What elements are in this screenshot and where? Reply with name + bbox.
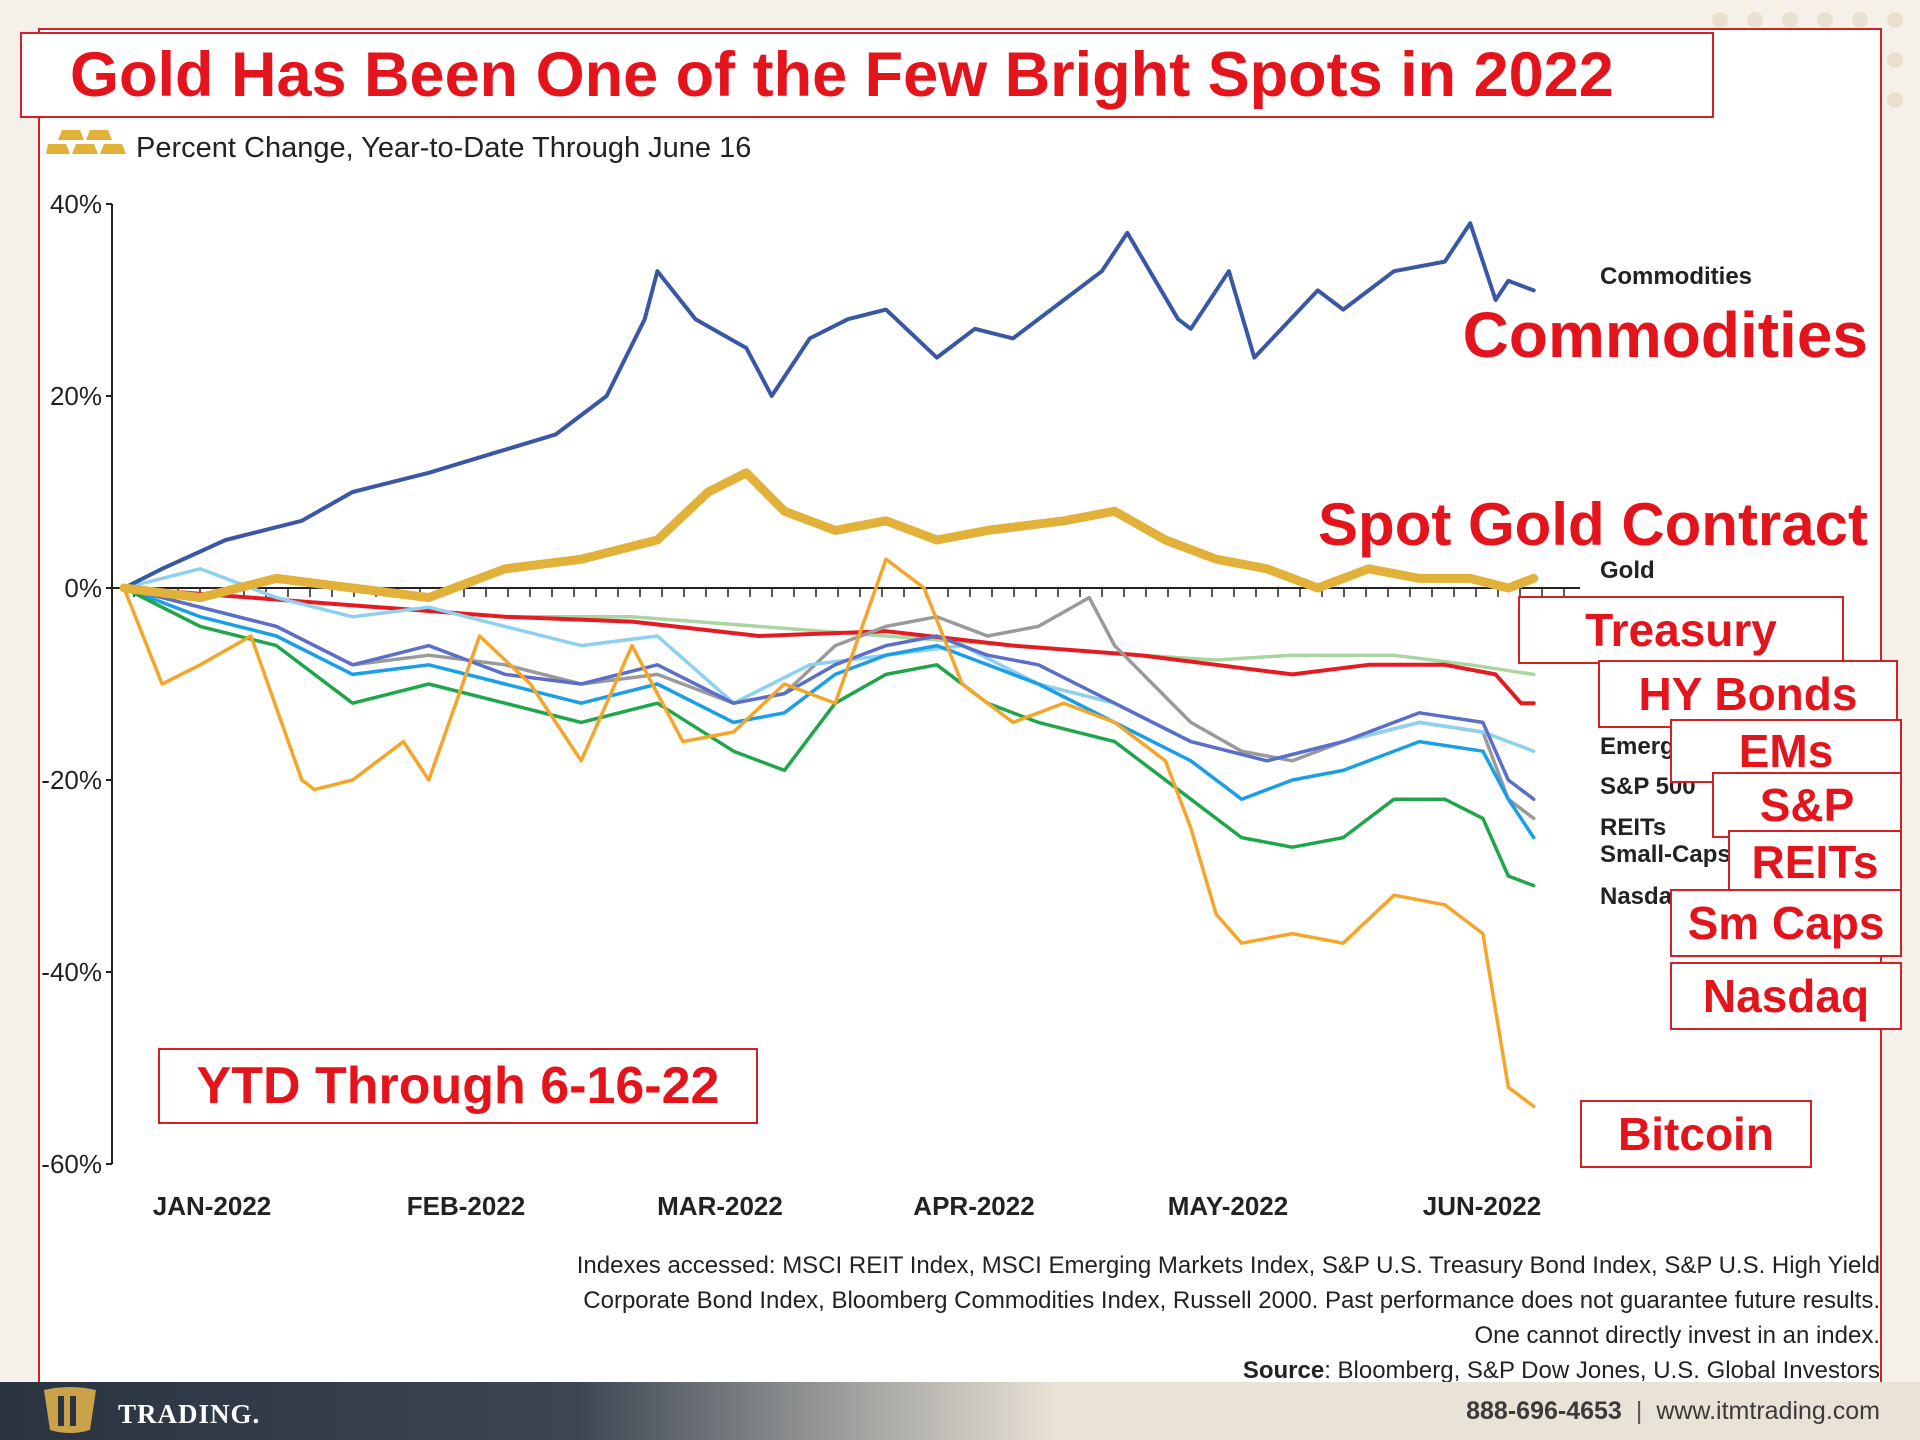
ytd-note-text: YTD Through 6-16-22: [196, 1057, 720, 1115]
series-line-bitcoin: [122, 557, 1536, 1109]
callout-sp-label: S&P: [1759, 779, 1855, 831]
end-label-gold: Gold: [1600, 557, 1655, 584]
end-label-reits: REITs: [1600, 814, 1666, 841]
callout-commodities: Commodities: [1462, 299, 1868, 371]
callout-treasury-label: Treasury: [1585, 604, 1777, 656]
callout-small-caps: Sm Caps: [1670, 889, 1902, 957]
footer-phone[interactable]: 888-696-4653: [1466, 1397, 1622, 1425]
x-tick-label: JUN-2022: [1423, 1191, 1542, 1221]
callout-ems-label: EMs: [1738, 725, 1834, 777]
end-label-nasdaq: Nasda: [1600, 883, 1673, 910]
headline: Gold Has Been One of the Few Bright Spot…: [20, 32, 1714, 118]
x-tick-label: APR-2022: [913, 1191, 1034, 1221]
y-tick-label: 20%: [50, 381, 102, 411]
callout-treasury: Treasury: [1518, 596, 1844, 664]
footer-brand: TRADING.: [118, 1399, 261, 1429]
callout-hy-bonds: HY Bonds: [1598, 660, 1898, 728]
callout-small-caps-label: Sm Caps: [1687, 897, 1885, 949]
footnote-line-2: Corporate Bond Index, Bloomberg Commodit…: [583, 1287, 1880, 1314]
callout-hy-bonds-label: HY Bonds: [1638, 668, 1858, 720]
callout-reits: REITs: [1728, 830, 1902, 894]
y-tick-label: -60%: [41, 1149, 102, 1179]
footer-website[interactable]: www.itmtrading.com: [1656, 1397, 1880, 1425]
footnote-source: Source: Bloomberg, S&P Dow Jones, U.S. G…: [400, 1353, 1880, 1388]
footer-separator: |: [1635, 1397, 1643, 1425]
series-line-sp500: [122, 586, 1536, 801]
source-label: Source: [1242, 1357, 1325, 1384]
ytd-note: YTD Through 6-16-22: [158, 1048, 758, 1124]
callout-bitcoin: Bitcoin: [1580, 1100, 1812, 1168]
footer-bar: [0, 1382, 1920, 1440]
line-chart: 40% 20% 0% -20% -40% -60% JAN-2022 FEB-2022 MAR-…: [41, 189, 1752, 1221]
callout-reits-label: REITs: [1751, 836, 1879, 888]
callout-bitcoin-label: Bitcoin: [1618, 1108, 1774, 1160]
itm-logo-icon: [44, 1387, 96, 1433]
callout-nasdaq-label: Nasdaq: [1702, 970, 1870, 1022]
series-line-reits: [122, 586, 1536, 840]
series-line-small-caps: [122, 586, 1536, 888]
chart-footnotes: Indexes accessed: MSCI REIT Index, MSCI …: [400, 1248, 1880, 1388]
y-tick-label: -20%: [41, 765, 102, 795]
x-tick-label: JAN-2022: [153, 1191, 272, 1221]
headline-text: Gold Has Been One of the Few Bright Spot…: [70, 40, 1614, 110]
series-line-hy-bonds: [122, 586, 1536, 706]
footnote-line-1: Indexes accessed: MSCI REIT Index, MSCI …: [576, 1252, 1880, 1279]
y-tick-label: -40%: [41, 957, 102, 987]
end-label-emerging: Emerg: [1600, 733, 1675, 760]
end-label-small-caps: Small-Caps: [1600, 841, 1731, 868]
source-text: : Bloomberg, S&P Dow Jones, U.S. Global …: [1324, 1357, 1880, 1384]
footnote-line-3: One cannot directly invest in an index.: [1474, 1322, 1880, 1349]
callout-gold: Spot Gold Contract: [1318, 491, 1868, 558]
series-line-gold: [119, 468, 1539, 603]
callout-nasdaq: Nasdaq: [1670, 962, 1902, 1030]
series-line-commodities: [122, 221, 1536, 590]
callout-sp: S&P: [1712, 772, 1902, 838]
footer-contact: 888-696-4653 | www.itmtrading.com: [1466, 1397, 1880, 1426]
end-label-commodities: Commodities: [1600, 263, 1752, 290]
x-tick-label: MAY-2022: [1168, 1191, 1288, 1221]
gold-bars-icon: [46, 130, 126, 154]
x-tick-label: FEB-2022: [407, 1191, 526, 1221]
y-tick-label: 0%: [64, 573, 102, 603]
x-tick-label: MAR-2022: [657, 1191, 783, 1221]
chart-subtitle: Percent Change, Year-to-Date Through Jun…: [136, 132, 752, 164]
y-tick-label: 40%: [50, 189, 102, 219]
chart-panel: 40% 20% 0% -20% -40% -60% JAN-2022 FEB-2022 MAR-…: [38, 28, 1882, 1388]
